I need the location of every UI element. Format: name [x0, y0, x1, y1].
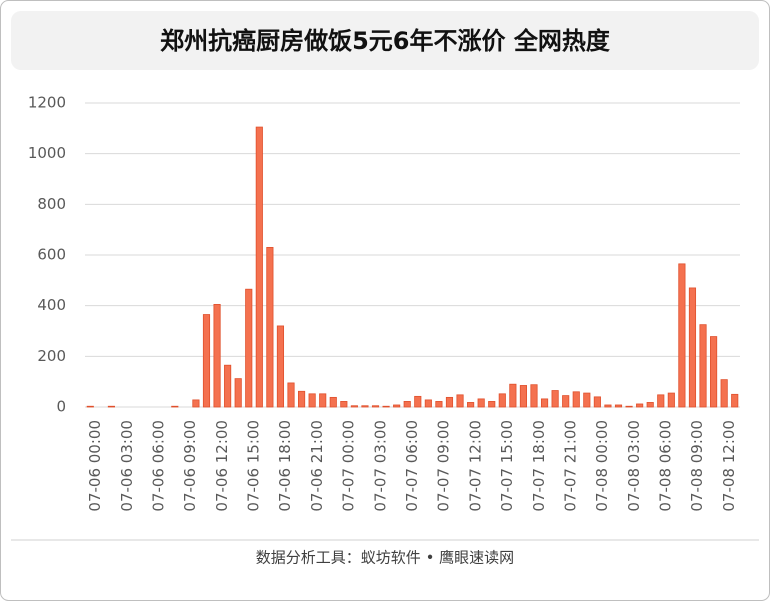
bar [551, 390, 559, 408]
bar [171, 405, 179, 408]
bar [688, 287, 697, 408]
bar [308, 393, 316, 408]
bar [657, 394, 665, 408]
bar [477, 398, 485, 408]
bar [445, 396, 454, 408]
bar [614, 404, 623, 408]
x-tick-label: 07-08 03:00 [625, 420, 643, 512]
x-tick-label: 07-08 06:00 [657, 420, 675, 512]
bar [678, 263, 686, 408]
bar [435, 401, 443, 408]
x-tick-label: 07-07 12:00 [466, 420, 484, 512]
x-tick-label: 07-06 15:00 [245, 420, 263, 512]
bar [382, 405, 390, 408]
bar [456, 394, 464, 408]
bar [350, 405, 358, 408]
bar [519, 385, 527, 408]
bar [498, 393, 506, 408]
bar [287, 382, 295, 408]
x-tick-label: 07-08 12:00 [720, 420, 738, 512]
x-tick-label: 07-07 03:00 [371, 420, 389, 512]
bar [646, 402, 654, 408]
x-tick-label: 07-06 21:00 [308, 420, 326, 512]
bar [593, 396, 601, 408]
bar [731, 393, 739, 408]
bar [393, 404, 401, 408]
bar [636, 403, 644, 408]
bar [720, 379, 728, 408]
x-tick-label: 07-06 06:00 [149, 420, 167, 512]
bar [224, 364, 232, 408]
bar [361, 405, 369, 408]
bar [530, 384, 538, 408]
bar [298, 390, 306, 408]
x-tick-label: 07-07 21:00 [561, 420, 579, 512]
bar [699, 324, 707, 408]
bar [604, 404, 612, 408]
footer: 数据分析工具：蚁坊软件 • 鹰眼速读网 [256, 549, 514, 567]
x-tick-label: 07-07 18:00 [530, 420, 548, 512]
bar [572, 391, 580, 408]
chart-title: 郑州抗癌厨房做饭5元6年不涨价 全网热度 [160, 27, 611, 55]
bar [667, 392, 675, 408]
bar [583, 392, 591, 408]
bar [213, 303, 221, 408]
bar [710, 336, 718, 408]
bar [107, 405, 115, 408]
bar [403, 401, 411, 408]
bar [509, 383, 517, 408]
bar [255, 126, 263, 408]
x-tick-label: 07-06 03:00 [118, 420, 136, 512]
y-tick-label: 1200 [28, 94, 66, 112]
bar [234, 378, 242, 408]
bar [319, 393, 327, 408]
x-tick-label: 07-07 06:00 [403, 420, 421, 512]
bar [192, 399, 200, 408]
bar [371, 405, 380, 408]
bar [562, 395, 570, 408]
y-tick-label: 600 [37, 246, 66, 264]
x-tick-label: 07-07 00:00 [340, 420, 358, 512]
y-tick-label: 800 [37, 195, 66, 213]
bar [414, 395, 422, 408]
bar [245, 288, 253, 408]
x-tick-label: 07-06 18:00 [276, 420, 294, 512]
bar [266, 246, 274, 408]
bar [202, 314, 211, 408]
bar [276, 325, 285, 408]
bar [424, 399, 432, 408]
x-tick-label: 07-07 15:00 [498, 420, 516, 512]
y-tick-label: 200 [37, 347, 66, 365]
bar [467, 402, 475, 408]
x-tick-label: 07-06 09:00 [181, 420, 199, 512]
x-tick-label: 07-06 00:00 [86, 420, 104, 512]
bar [329, 396, 337, 408]
y-tick-label: 1000 [28, 144, 66, 162]
x-tick-label: 07-08 09:00 [688, 420, 706, 512]
bar [625, 405, 633, 408]
bar [540, 398, 549, 408]
bar [86, 405, 94, 408]
x-tick-label: 07-07 09:00 [435, 420, 453, 512]
x-tick-label: 07-06 12:00 [213, 420, 231, 512]
bar [340, 401, 348, 408]
x-tick-label: 07-08 00:00 [593, 420, 611, 512]
y-tick-label: 0 [56, 398, 66, 416]
title-box [11, 11, 759, 70]
y-tick-label: 400 [37, 296, 66, 314]
bar [488, 401, 496, 408]
